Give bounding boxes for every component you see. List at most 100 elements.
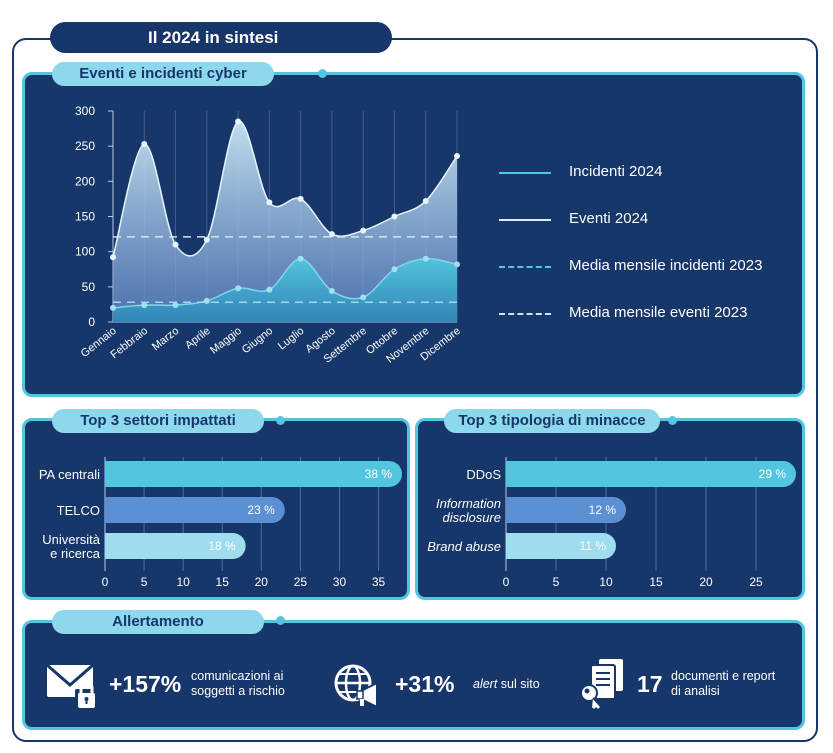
incidenti-point [454,261,460,268]
category-label: TELCO [57,503,100,518]
sectors-chart: 0 5 10 15 20 25 30 35 38 % PA centrali 23 % TELCO 18… [39,457,402,589]
alert-value: +31% [395,671,455,697]
alert-desc: comunicazioni ai soggetti a rischio [191,669,285,699]
bar [506,497,626,523]
bar [105,461,402,487]
x-tick-label: Maggio [208,325,244,357]
incidenti-point [297,255,304,262]
y-tick-label: 250 [75,139,95,153]
sectors-title-dot [276,416,285,425]
x-tick-label: Giugno [240,325,275,356]
x-tick-label: 15 [216,575,230,589]
eventi-point [172,241,179,248]
x-tick-label: 5 [553,575,560,589]
x-tick-label: 10 [176,575,190,589]
incidenti-point [203,297,210,304]
alert-desc-line: soggetti a rischio [191,684,285,698]
events-title-dot [318,69,327,78]
alert-desc-line: comunicazioni ai [191,669,284,683]
legend-swatch [499,219,551,221]
eventi-point [328,231,335,238]
category-label: Università [42,532,101,547]
legend-label: Media mensile eventi 2023 [569,304,748,321]
incidenti-point [110,304,116,311]
x-tick-label: 20 [255,575,269,589]
bar-flat-start [506,533,520,559]
alert-desc-rest: sul sito [497,677,540,691]
bar-value-label: 12 % [589,503,617,517]
bar-value-label: 38 % [365,467,393,481]
bar-flat-start [105,497,119,523]
legend-swatch [499,266,551,268]
globe-megaphone-icon [334,664,378,709]
alert-value: +157% [109,671,182,697]
y-tick-label: 300 [75,104,95,118]
legend-swatch [499,172,551,174]
x-tick-label: 20 [699,575,713,589]
alert-title-dot [276,616,285,625]
threats-title: Top 3 tipologia di minacce [444,409,660,433]
alert-item-communications: +157% comunicazioni ai soggetti a rischi… [45,647,325,711]
legend-swatch [499,313,551,315]
alert-desc: alert sul sito [473,677,540,692]
bar-flat-start [105,461,119,487]
legend-item: Incidenti 2024 [499,161,799,185]
y-tick-label: 0 [88,315,95,329]
alert-desc-line: di analisi [671,684,720,698]
y-tick-label: 200 [75,174,95,188]
alert-desc-em: alert [473,677,498,691]
alert-title: Allertamento [52,610,264,634]
eventi-point [266,199,273,206]
incidenti-point [172,302,179,309]
eventi-point [391,213,398,220]
category-label: Brand abuse [427,539,501,554]
x-tick-label: 30 [333,575,347,589]
category-label: disclosure [442,510,501,525]
threats-panel: 0 5 10 15 20 25 29 % DDoS 12 % Information disclos… [415,418,805,600]
y-tick-label: 50 [82,280,96,294]
threats-chart: 0 5 10 15 20 25 29 % DDoS 12 % Informationdisclos… [427,457,796,589]
category-label: e ricerca [50,546,101,561]
eventi-area [113,121,457,322]
legend-item: Media mensile incidenti 2023 [499,255,799,279]
alert-item-site: +31% alert sul sito [333,647,553,711]
main-title: Il 2024 in sintesi [50,22,392,53]
legend-item: Eventi 2024 [499,208,799,232]
sectors-title: Top 3 settori impattati [52,409,264,433]
alert-panel: +157% comunicazioni ai soggetti a rischi… [22,620,805,730]
y-tick-label: 150 [75,210,95,224]
x-tick-label: 5 [141,575,148,589]
category-label: PA centrali [39,467,100,482]
documents-key-icon [580,659,623,712]
legend-item: Media mensile eventi 2023 [499,302,799,326]
x-tick-label: 0 [503,575,510,589]
x-tick-label: Marzo [150,325,181,353]
bar [105,533,246,559]
envelope-lock-icon [46,663,97,709]
x-tick-label: 25 [749,575,763,589]
y-tick-label: 100 [75,245,95,259]
eventi-point [454,153,460,160]
incidenti-point [266,286,273,293]
alert-value: 17 [637,671,663,697]
eventi-point [297,195,304,202]
bar-value-label: 11 % [580,539,607,553]
legend-label: Media mensile incidenti 2023 [569,257,763,274]
events-panel: 0 50 100 150 200 250 300 Gennaio Febbraio Marzo Ap… [22,72,805,397]
incidenti-area [113,258,457,322]
incidenti-point [391,266,398,273]
eventi-point [110,254,116,261]
bar-flat-start [506,497,520,523]
incidenti-point [141,302,148,309]
legend-label: Eventi 2024 [569,210,649,227]
category-label: DDoS [466,467,501,482]
summary-frame [12,38,818,742]
eventi-point [141,141,148,148]
legend-label: Incidenti 2024 [569,163,663,180]
threats-title-dot [668,416,677,425]
events-title: Eventi e incidenti cyber [52,62,274,86]
eventi-point [422,198,429,205]
x-tick-label: 15 [649,575,663,589]
bar [105,497,285,523]
